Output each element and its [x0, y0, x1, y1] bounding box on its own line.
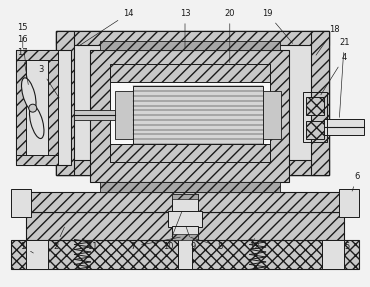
Bar	[16, 51, 58, 60]
Text: 6: 6	[352, 172, 360, 191]
Bar	[26, 212, 344, 240]
Text: 11: 11	[83, 238, 98, 251]
Bar	[56, 30, 329, 45]
Text: 21: 21	[339, 38, 350, 117]
Bar	[172, 194, 198, 199]
Bar	[306, 121, 324, 139]
Bar	[133, 86, 263, 144]
Text: 15: 15	[17, 23, 28, 48]
Text: 19: 19	[262, 9, 293, 43]
Bar	[322, 240, 344, 269]
Bar	[110, 144, 270, 162]
Text: 14: 14	[79, 9, 134, 46]
Bar	[90, 51, 289, 182]
Bar	[16, 51, 26, 165]
Text: 4: 4	[321, 53, 347, 95]
Bar	[26, 240, 48, 269]
Text: 2: 2	[53, 227, 64, 251]
Text: 13: 13	[180, 9, 190, 48]
Bar	[110, 72, 270, 162]
Bar	[178, 238, 192, 269]
Text: 10: 10	[163, 211, 182, 251]
Ellipse shape	[21, 78, 36, 111]
Bar	[306, 97, 324, 115]
Bar	[56, 160, 329, 175]
Text: 16: 16	[17, 35, 28, 63]
Ellipse shape	[29, 104, 37, 112]
Text: 8: 8	[191, 237, 222, 251]
Text: 1: 1	[20, 242, 33, 253]
Bar	[263, 91, 280, 139]
Bar	[312, 30, 329, 175]
Bar	[172, 234, 198, 240]
Bar	[100, 182, 280, 192]
Bar	[168, 211, 202, 227]
Text: 18: 18	[316, 25, 340, 55]
Bar	[74, 110, 115, 120]
Bar	[303, 92, 327, 142]
Bar	[11, 189, 31, 217]
Bar	[56, 30, 74, 175]
Bar	[110, 64, 270, 82]
Bar	[16, 51, 71, 165]
Text: 20: 20	[225, 9, 235, 63]
Text: 17: 17	[17, 48, 28, 85]
Bar	[172, 194, 198, 212]
Bar	[16, 155, 58, 165]
Text: 5: 5	[344, 242, 350, 255]
Text: 12: 12	[249, 238, 260, 251]
Bar	[11, 240, 359, 269]
Bar	[48, 51, 58, 165]
Bar	[100, 40, 280, 51]
Text: 9: 9	[186, 226, 196, 251]
Text: 7: 7	[131, 237, 180, 251]
Bar	[324, 119, 364, 135]
Bar	[56, 30, 329, 175]
Bar	[115, 91, 133, 139]
Bar	[26, 192, 344, 212]
Ellipse shape	[30, 106, 44, 139]
Bar	[172, 226, 198, 240]
Bar	[339, 189, 359, 217]
Text: 3: 3	[38, 65, 59, 98]
